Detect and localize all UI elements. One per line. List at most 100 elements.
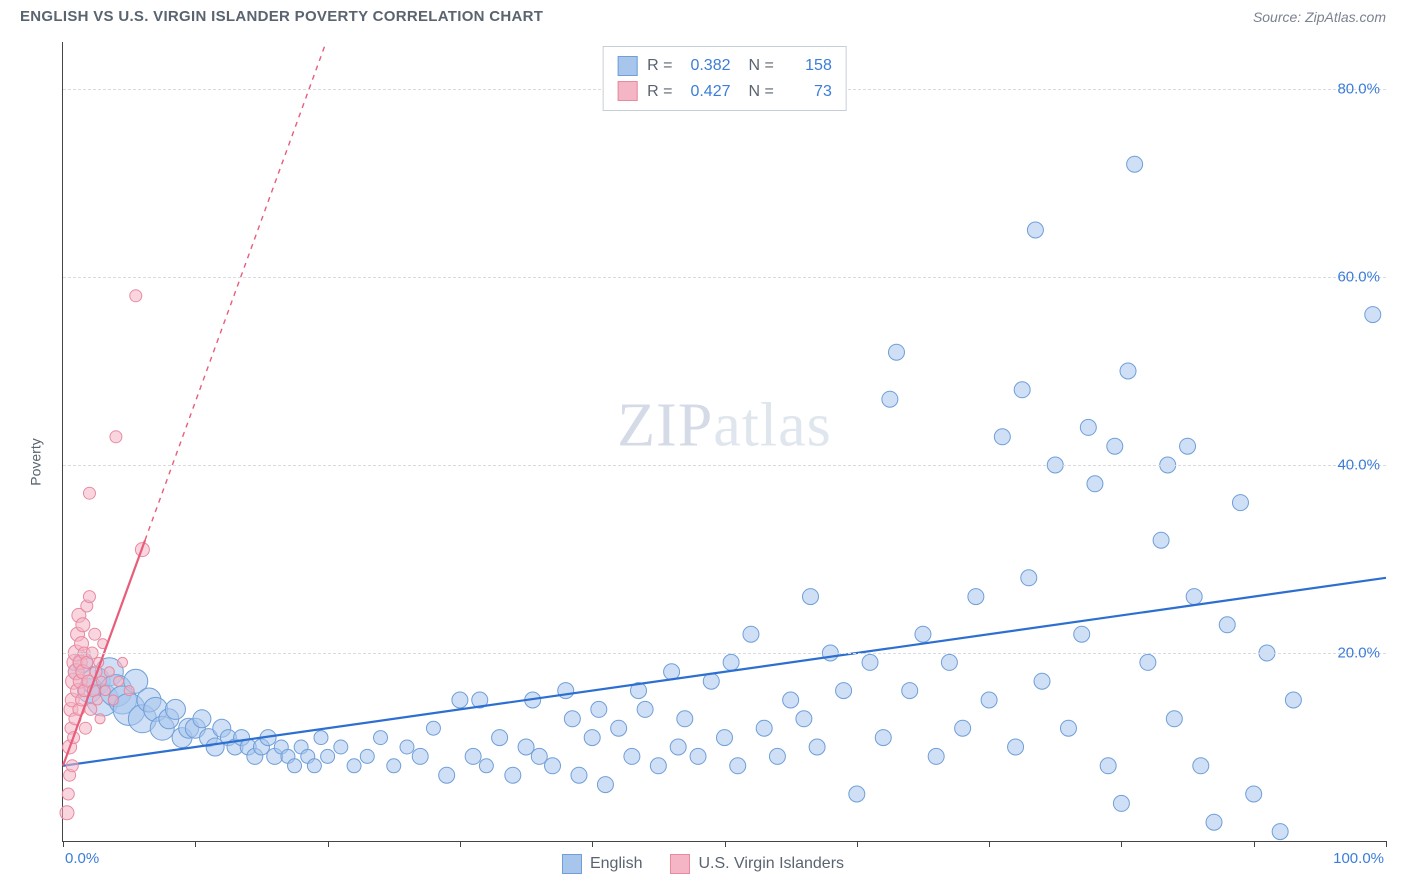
x-tick bbox=[592, 841, 593, 847]
data-point bbox=[941, 654, 957, 670]
x-tick bbox=[725, 841, 726, 847]
data-point bbox=[124, 686, 134, 696]
data-point bbox=[677, 711, 693, 727]
legend-swatch bbox=[617, 56, 637, 76]
data-point bbox=[802, 589, 818, 605]
data-point bbox=[836, 683, 852, 699]
gridline bbox=[63, 465, 1386, 466]
data-point bbox=[1120, 363, 1136, 379]
data-point bbox=[1014, 382, 1030, 398]
legend-n-value: 73 bbox=[784, 79, 832, 105]
legend-series-item: English bbox=[562, 854, 642, 874]
legend-r-value: 0.427 bbox=[683, 79, 731, 105]
legend-n-label: N = bbox=[749, 79, 774, 105]
data-point bbox=[690, 748, 706, 764]
data-point bbox=[374, 731, 388, 745]
legend-swatch bbox=[617, 81, 637, 101]
data-point bbox=[1113, 795, 1129, 811]
data-point bbox=[1080, 419, 1096, 435]
x-tick bbox=[989, 841, 990, 847]
data-point bbox=[288, 759, 302, 773]
data-point bbox=[717, 730, 733, 746]
data-point bbox=[769, 748, 785, 764]
data-point bbox=[505, 767, 521, 783]
chart-container: Poverty ZIPatlas R =0.382N =158R =0.427N… bbox=[20, 42, 1386, 882]
data-point bbox=[1034, 673, 1050, 689]
x-tick-label: 100.0% bbox=[1333, 850, 1384, 867]
legend-r-label: R = bbox=[647, 79, 672, 105]
x-tick bbox=[1386, 841, 1387, 847]
data-point bbox=[756, 720, 772, 736]
data-point bbox=[1219, 617, 1235, 633]
data-point bbox=[130, 290, 142, 302]
legend-n-value: 158 bbox=[784, 53, 832, 79]
data-point bbox=[1107, 438, 1123, 454]
data-point bbox=[955, 720, 971, 736]
data-point bbox=[314, 731, 328, 745]
chart-header: ENGLISH VS U.S. VIRGIN ISLANDER POVERTY … bbox=[0, 0, 1406, 33]
data-point bbox=[60, 806, 74, 820]
data-point bbox=[193, 710, 211, 728]
legend-swatch bbox=[670, 854, 690, 874]
data-point bbox=[994, 429, 1010, 445]
data-point bbox=[571, 767, 587, 783]
data-point bbox=[114, 676, 124, 686]
plot-svg bbox=[63, 42, 1386, 841]
data-point bbox=[387, 759, 401, 773]
data-point bbox=[981, 692, 997, 708]
data-point bbox=[465, 748, 481, 764]
data-point bbox=[664, 664, 680, 680]
data-point bbox=[347, 759, 361, 773]
data-point bbox=[334, 740, 348, 754]
data-point bbox=[412, 748, 428, 764]
data-point bbox=[637, 701, 653, 717]
legend-r-label: R = bbox=[647, 53, 672, 79]
gridline bbox=[63, 653, 1386, 654]
data-point bbox=[360, 749, 374, 763]
x-tick bbox=[1254, 841, 1255, 847]
data-point bbox=[849, 786, 865, 802]
legend-series-label: U.S. Virgin Islanders bbox=[698, 855, 844, 873]
legend-r-value: 0.382 bbox=[683, 53, 731, 79]
data-point bbox=[882, 391, 898, 407]
data-point bbox=[1206, 814, 1222, 830]
data-point bbox=[66, 760, 78, 772]
x-tick bbox=[1121, 841, 1122, 847]
data-point bbox=[723, 654, 739, 670]
gridline bbox=[63, 277, 1386, 278]
data-point bbox=[96, 676, 106, 686]
data-point bbox=[1246, 786, 1262, 802]
data-point bbox=[591, 701, 607, 717]
data-point bbox=[928, 748, 944, 764]
legend-n-label: N = bbox=[749, 53, 774, 79]
data-point bbox=[452, 692, 468, 708]
data-point bbox=[118, 657, 128, 667]
data-point bbox=[584, 730, 600, 746]
data-point bbox=[1232, 495, 1248, 511]
data-point bbox=[426, 721, 440, 735]
y-tick-label: 80.0% bbox=[1337, 81, 1380, 98]
data-point bbox=[1140, 654, 1156, 670]
data-point bbox=[1060, 720, 1076, 736]
data-point bbox=[518, 739, 534, 755]
data-point bbox=[1166, 711, 1182, 727]
data-point bbox=[76, 618, 90, 632]
data-point bbox=[1021, 570, 1037, 586]
data-point bbox=[100, 686, 110, 696]
data-point bbox=[110, 431, 122, 443]
data-point bbox=[79, 722, 91, 734]
legend-series-item: U.S. Virgin Islanders bbox=[670, 854, 844, 874]
x-tick-label: 0.0% bbox=[65, 850, 99, 867]
legend-stat-row: R = 0.427 N = 73 bbox=[617, 79, 832, 105]
data-point bbox=[902, 683, 918, 699]
data-point bbox=[165, 699, 185, 719]
data-point bbox=[95, 714, 105, 724]
data-point bbox=[730, 758, 746, 774]
data-point bbox=[531, 748, 547, 764]
data-point bbox=[862, 654, 878, 670]
data-point bbox=[439, 767, 455, 783]
y-axis-label: Poverty bbox=[28, 438, 44, 485]
data-point bbox=[888, 344, 904, 360]
chart-title: ENGLISH VS U.S. VIRGIN ISLANDER POVERTY … bbox=[20, 8, 543, 25]
data-point bbox=[1008, 739, 1024, 755]
